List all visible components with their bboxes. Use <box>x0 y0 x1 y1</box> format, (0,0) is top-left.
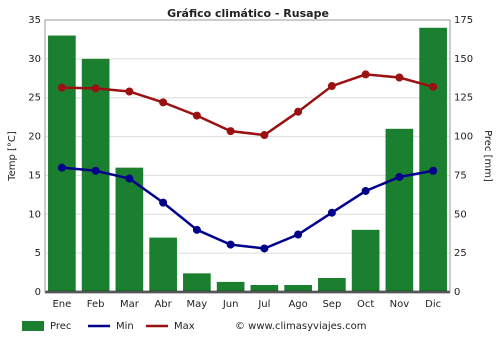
bar <box>115 167 144 292</box>
y2-tick-label: 125 <box>454 93 473 104</box>
point <box>91 166 100 175</box>
point <box>327 208 336 217</box>
x-tick-label: Jul <box>257 299 270 310</box>
y-tick-label: 0 <box>35 287 41 298</box>
y-axis-label: Temp [°C] <box>7 131 18 182</box>
bar <box>284 285 312 292</box>
y-tick-label: 15 <box>28 170 41 181</box>
x-tick-label: Abr <box>154 299 172 310</box>
x-tick-label: Nov <box>390 299 410 310</box>
x-tick-label: Oct <box>357 299 374 310</box>
y-tick-label: 30 <box>28 54 41 65</box>
point <box>361 70 370 79</box>
bar <box>81 58 110 292</box>
y2-axis-label: Prec [mm] <box>482 130 493 182</box>
y-tick-label: 10 <box>28 209 41 220</box>
point <box>361 186 370 195</box>
x-tick-label: Ago <box>288 299 307 310</box>
bar <box>149 237 177 292</box>
y2-tick-label: 25 <box>454 248 467 259</box>
y2-tick-label: 100 <box>454 132 473 143</box>
x-tick-label: May <box>187 299 208 310</box>
legend-label: Min <box>116 321 134 332</box>
y2-tick-label: 75 <box>454 170 467 181</box>
point <box>125 174 134 183</box>
chart-title: Gráfico climático - Rusape <box>167 7 329 20</box>
line <box>61 166 434 250</box>
plot-frame <box>44 19 451 293</box>
point <box>57 163 66 172</box>
bar <box>318 278 346 292</box>
point <box>327 82 336 91</box>
bar <box>385 128 414 292</box>
legend-swatch <box>22 321 44 331</box>
y2-tick-label: 150 <box>454 54 473 65</box>
point <box>260 131 269 140</box>
legend-label: Max <box>174 321 195 332</box>
legend-label: Prec <box>50 321 71 332</box>
line <box>61 73 434 137</box>
y2-tick-label: 175 <box>454 15 473 26</box>
bar <box>250 285 279 292</box>
point <box>57 83 66 92</box>
point <box>395 73 404 82</box>
y2-tick-label: 50 <box>454 209 467 220</box>
point <box>429 82 438 91</box>
bar <box>419 27 447 293</box>
point <box>91 84 100 93</box>
y-tick-label: 20 <box>28 132 41 143</box>
point <box>159 98 168 107</box>
point <box>192 225 201 234</box>
point <box>260 244 269 253</box>
source: © www.climasyviajes.com <box>235 321 367 332</box>
point <box>192 111 201 120</box>
x-tick-label: Feb <box>87 299 105 310</box>
point <box>125 87 134 96</box>
point <box>226 127 235 136</box>
y-tick-label: 5 <box>35 248 41 259</box>
y2-tick-label: 0 <box>454 287 460 298</box>
x-tick-label: Mar <box>120 299 140 310</box>
x-tick-label: Ene <box>52 299 71 310</box>
bar <box>351 229 380 292</box>
x-tick-label: Jun <box>222 299 239 310</box>
point <box>294 107 303 116</box>
point <box>159 198 168 207</box>
point <box>226 240 235 249</box>
point <box>294 230 303 239</box>
point <box>429 166 438 175</box>
y-tick-label: 35 <box>28 15 41 26</box>
bar <box>183 273 211 292</box>
x-tick-label: Dic <box>425 299 441 310</box>
bar <box>216 281 245 292</box>
y-tick-label: 25 <box>28 93 41 104</box>
point <box>395 172 404 181</box>
x-tick-label: Sep <box>322 299 341 310</box>
